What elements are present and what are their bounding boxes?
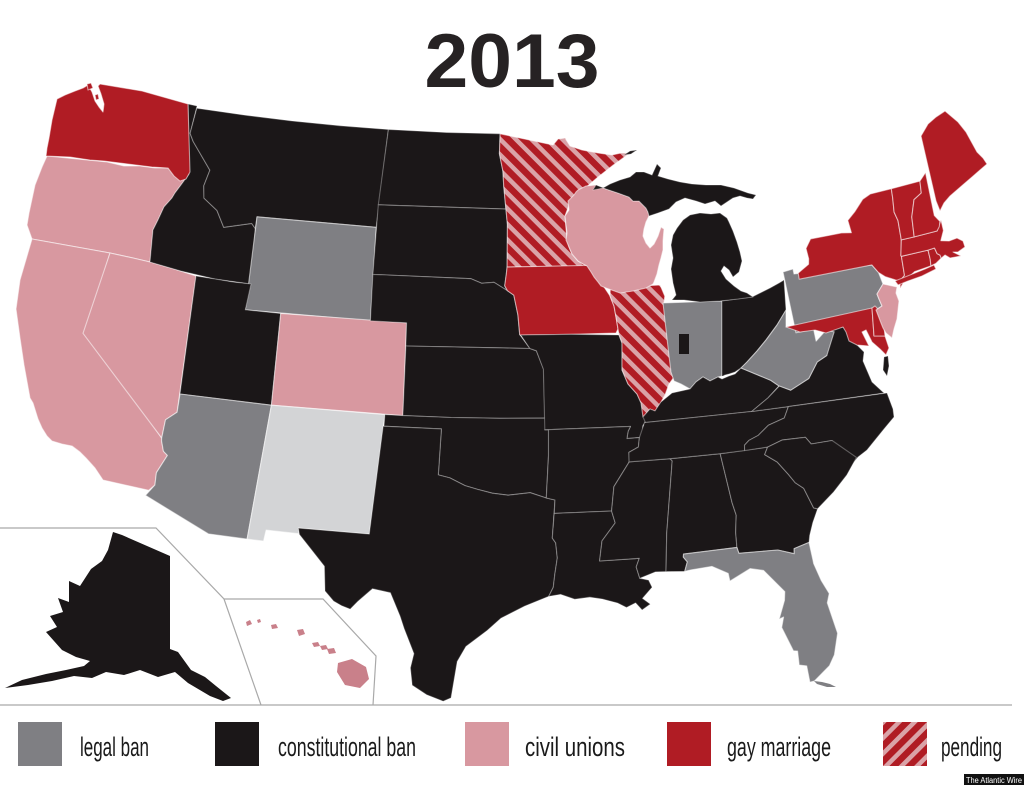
svg-text:legal ban: legal ban — [80, 732, 149, 762]
svg-text:gay marriage: gay marriage — [727, 732, 831, 762]
svg-text:constitutional ban: constitutional ban — [278, 732, 416, 762]
svg-text:2013: 2013 — [425, 19, 600, 104]
svg-text:The Atlantic Wire: The Atlantic Wire — [966, 776, 1023, 785]
svg-text:civil unions: civil unions — [525, 732, 625, 762]
svg-text:pending: pending — [941, 732, 1002, 762]
